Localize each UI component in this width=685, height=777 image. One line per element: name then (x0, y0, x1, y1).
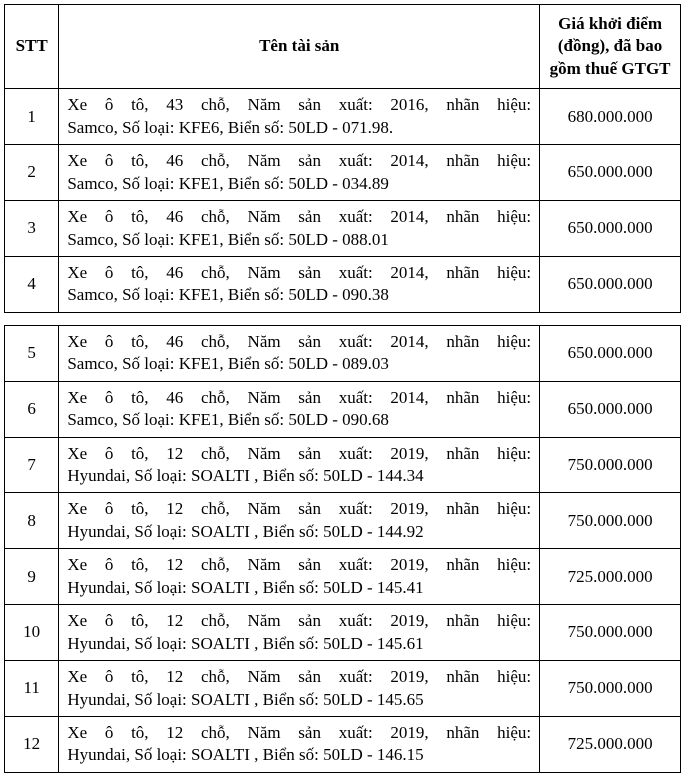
header-price: Giá khởi điểm (đồng), đã bao gồm thuế GT… (540, 5, 681, 89)
cell-price: 725.000.000 (540, 716, 681, 772)
desc-line2: Samco, Số loại: KFE1, Biển số: 50LD - 09… (67, 409, 531, 431)
cell-description: Xe ô tô, 12 chỗ, Năm sản xuất: 2019, nhã… (59, 661, 540, 717)
table-row: 1 Xe ô tô, 43 chỗ, Năm sản xuất: 2016, nh… (5, 89, 681, 145)
cell-stt: 1 (5, 89, 59, 145)
cell-price: 680.000.000 (540, 89, 681, 145)
cell-price: 650.000.000 (540, 381, 681, 437)
desc-line1: Xe ô tô, 12 chỗ, Năm sản xuất: 2019, nhã… (67, 610, 531, 632)
table-row: 11 Xe ô tô, 12 chỗ, Năm sản xuất: 2019, n… (5, 661, 681, 717)
cell-stt: 6 (5, 381, 59, 437)
desc-line2: Samco, Số loại: KFE6, Biển số: 50LD - 07… (67, 117, 531, 139)
cell-price: 750.000.000 (540, 493, 681, 549)
desc-line1: Xe ô tô, 43 chỗ, Năm sản xuất: 2016, nhã… (67, 94, 531, 116)
cell-stt: 4 (5, 256, 59, 312)
desc-line1: Xe ô tô, 46 chỗ, Năm sản xuất: 2014, nhã… (67, 387, 531, 409)
table-row: 9 Xe ô tô, 12 chỗ, Năm sản xuất: 2019, nh… (5, 549, 681, 605)
desc-line1: Xe ô tô, 46 chỗ, Năm sản xuất: 2014, nhã… (67, 206, 531, 228)
cell-price: 650.000.000 (540, 256, 681, 312)
cell-price: 725.000.000 (540, 549, 681, 605)
desc-line2: Samco, Số loại: KFE1, Biển số: 50LD - 08… (67, 229, 531, 251)
cell-stt: 2 (5, 145, 59, 201)
cell-description: Xe ô tô, 12 chỗ, Năm sản xuất: 2019, nhã… (59, 605, 540, 661)
table-header-row: STT Tên tài sản Giá khởi điểm (đồng), đã… (5, 5, 681, 89)
cell-price: 650.000.000 (540, 201, 681, 257)
table-row: 3 Xe ô tô, 46 chỗ, Năm sản xuất: 2014, nh… (5, 201, 681, 257)
cell-description: Xe ô tô, 46 chỗ, Năm sản xuất: 2014, nhã… (59, 256, 540, 312)
table-row: 12 Xe ô tô, 12 chỗ, Năm sản xuất: 2019, n… (5, 716, 681, 772)
desc-line1: Xe ô tô, 12 chỗ, Năm sản xuất: 2019, nhã… (67, 722, 531, 744)
cell-description: Xe ô tô, 43 chỗ, Năm sản xuất: 2016, nhã… (59, 89, 540, 145)
asset-table: STT Tên tài sản Giá khởi điểm (đồng), đã… (4, 4, 681, 313)
cell-price: 650.000.000 (540, 325, 681, 381)
desc-line2: Hyundai, Số loại: SOALTI , Biển số: 50LD… (67, 577, 531, 599)
cell-description: Xe ô tô, 12 chỗ, Năm sản xuất: 2019, nhã… (59, 716, 540, 772)
table-row: 8 Xe ô tô, 12 chỗ, Năm sản xuất: 2019, nh… (5, 493, 681, 549)
cell-description: Xe ô tô, 46 chỗ, Năm sản xuất: 2014, nhã… (59, 201, 540, 257)
cell-stt: 9 (5, 549, 59, 605)
desc-line2: Samco, Số loại: KFE1, Biển số: 50LD - 08… (67, 353, 531, 375)
desc-line1: Xe ô tô, 12 chỗ, Năm sản xuất: 2019, nhã… (67, 666, 531, 688)
desc-line2: Samco, Số loại: KFE1, Biển số: 50LD - 09… (67, 284, 531, 306)
desc-line1: Xe ô tô, 12 chỗ, Năm sản xuất: 2019, nhã… (67, 498, 531, 520)
table-row: 5 Xe ô tô, 46 chỗ, Năm sản xuất: 2014, nh… (5, 325, 681, 381)
desc-line2: Hyundai, Số loại: SOALTI , Biển số: 50LD… (67, 633, 531, 655)
desc-line1: Xe ô tô, 12 chỗ, Năm sản xuất: 2019, nhã… (67, 443, 531, 465)
cell-price: 750.000.000 (540, 437, 681, 493)
desc-line2: Hyundai, Số loại: SOALTI , Biển số: 50LD… (67, 689, 531, 711)
asset-table-continued: 5 Xe ô tô, 46 chỗ, Năm sản xuất: 2014, nh… (4, 325, 681, 773)
cell-stt: 11 (5, 661, 59, 717)
cell-stt: 10 (5, 605, 59, 661)
desc-line1: Xe ô tô, 46 chỗ, Năm sản xuất: 2014, nhã… (67, 150, 531, 172)
desc-line1: Xe ô tô, 12 chỗ, Năm sản xuất: 2019, nhã… (67, 554, 531, 576)
cell-description: Xe ô tô, 46 chỗ, Năm sản xuất: 2014, nhã… (59, 325, 540, 381)
desc-line2: Samco, Số loại: KFE1, Biển số: 50LD - 03… (67, 173, 531, 195)
desc-line2: Hyundai, Số loại: SOALTI , Biển số: 50LD… (67, 744, 531, 766)
cell-stt: 5 (5, 325, 59, 381)
table-row: 7 Xe ô tô, 12 chỗ, Năm sản xuất: 2019, nh… (5, 437, 681, 493)
desc-line2: Hyundai, Số loại: SOALTI , Biển số: 50LD… (67, 465, 531, 487)
desc-line1: Xe ô tô, 46 chỗ, Năm sản xuất: 2014, nhã… (67, 262, 531, 284)
desc-line2: Hyundai, Số loại: SOALTI , Biển số: 50LD… (67, 521, 531, 543)
cell-price: 750.000.000 (540, 605, 681, 661)
cell-stt: 3 (5, 201, 59, 257)
table-row: 2 Xe ô tô, 46 chỗ, Năm sản xuất: 2014, nh… (5, 145, 681, 201)
cell-description: Xe ô tô, 46 chỗ, Năm sản xuất: 2014, nhã… (59, 145, 540, 201)
cell-stt: 7 (5, 437, 59, 493)
cell-description: Xe ô tô, 12 chỗ, Năm sản xuất: 2019, nhã… (59, 437, 540, 493)
cell-price: 750.000.000 (540, 661, 681, 717)
cell-stt: 12 (5, 716, 59, 772)
cell-description: Xe ô tô, 12 chỗ, Năm sản xuất: 2019, nhã… (59, 549, 540, 605)
table-body-2: 5 Xe ô tô, 46 chỗ, Năm sản xuất: 2014, nh… (5, 325, 681, 772)
table-gap (4, 313, 681, 325)
table-body-1: 1 Xe ô tô, 43 chỗ, Năm sản xuất: 2016, nh… (5, 89, 681, 313)
table-row: 6 Xe ô tô, 46 chỗ, Năm sản xuất: 2014, nh… (5, 381, 681, 437)
cell-description: Xe ô tô, 12 chỗ, Năm sản xuất: 2019, nhã… (59, 493, 540, 549)
table-row: 10 Xe ô tô, 12 chỗ, Năm sản xuất: 2019, n… (5, 605, 681, 661)
table-row: 4 Xe ô tô, 46 chỗ, Năm sản xuất: 2014, nh… (5, 256, 681, 312)
header-stt: STT (5, 5, 59, 89)
cell-price: 650.000.000 (540, 145, 681, 201)
cell-description: Xe ô tô, 46 chỗ, Năm sản xuất: 2014, nhã… (59, 381, 540, 437)
desc-line1: Xe ô tô, 46 chỗ, Năm sản xuất: 2014, nhã… (67, 331, 531, 353)
header-name: Tên tài sản (59, 5, 540, 89)
cell-stt: 8 (5, 493, 59, 549)
